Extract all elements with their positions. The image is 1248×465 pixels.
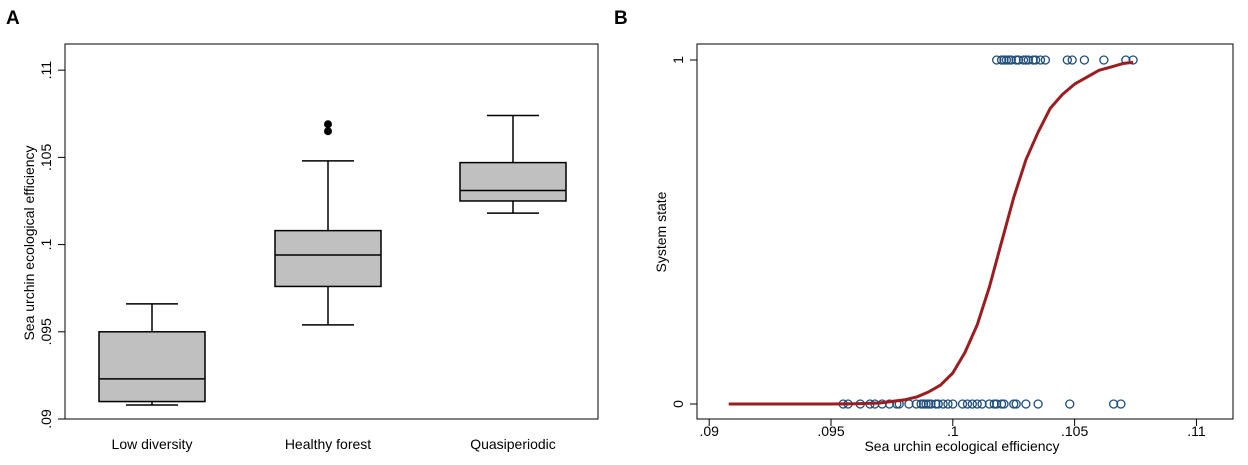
panel-b-point-state-0 (921, 399, 931, 409)
panel-b-point-state-0 (943, 399, 953, 409)
panel-a-y-axis-title: Sea urchin ecological efficiency (21, 145, 37, 340)
panel-b-y-ticks: 01 (670, 56, 697, 408)
panel-a-boxplot: Sea urchin ecological efficiency .09 .095… (21, 43, 599, 452)
panel-b-point-state-1 (1099, 55, 1109, 65)
panel-b-point-state-0 (1021, 399, 1031, 409)
panel-b-point-state-1 (999, 55, 1009, 65)
panel-b-point-state-0 (911, 399, 921, 409)
panel-b-y-tick-label: 0 (670, 400, 686, 408)
panel-b-point-state-0 (926, 399, 936, 409)
panel-b-logistic-fit: System state Sea urchin ecological effic… (653, 43, 1234, 454)
panel-b-point-state-0 (1011, 399, 1021, 409)
panel-b-point-state-1 (1028, 55, 1038, 65)
panel-b-point-state-0 (999, 399, 1009, 409)
panel-b-point-state-0 (977, 399, 987, 409)
panel-b-point-state-1 (1001, 55, 1012, 65)
panel-b-point-state-0 (923, 399, 934, 409)
panel-b-label: B (614, 8, 628, 29)
panel-a-label: A (6, 8, 20, 29)
panel-b-point-state-0 (918, 399, 929, 409)
panel-b-point-state-1 (1023, 55, 1033, 65)
panel-a-box-body (274, 229, 382, 288)
panel-a-box-body (98, 331, 206, 403)
panel-a-x-tick-label: Low diversity (112, 436, 193, 452)
panel-b-point-state-0 (962, 399, 973, 409)
panel-b-point-state-0 (884, 399, 895, 409)
panel-a-x-tick-label: Quasiperiodic (470, 436, 556, 452)
panel-b-point-state-0 (996, 399, 1007, 409)
panel-a-y-tick-label: .09 (38, 409, 54, 429)
panel-b-point-state-1 (1035, 55, 1046, 65)
panel-b-x-tick-label: .11 (1187, 423, 1206, 439)
panel-b-point-state-1 (1067, 55, 1077, 65)
panel-b-point-state-0 (992, 399, 1002, 409)
panel-b-point-state-0 (1009, 399, 1019, 409)
panel-b-point-state-0 (1065, 399, 1075, 409)
panel-a-y-tick-label: .1 (38, 239, 54, 251)
panel-b-x-axis-title: Sea urchin ecological efficiency (864, 438, 1059, 454)
panel-b-point-state-0 (984, 399, 995, 409)
panel-b-point-state-0 (957, 399, 968, 409)
panel-b-point-state-0 (967, 399, 977, 409)
panel-b-plot-frame (696, 43, 1234, 420)
panel-b-x-ticks: .09 .095 .1 .105 .11 (699, 419, 1206, 439)
panel-b-point-state-1 (1040, 55, 1051, 65)
panel-b-x-tick-label: .1 (947, 423, 959, 439)
panel-b-point-state-1 (1079, 55, 1090, 65)
panel-b-point-state-0 (931, 399, 941, 409)
panel-b-point-state-0 (1108, 399, 1119, 409)
panel-b-point-state-0 (989, 399, 999, 409)
panel-b-point-state-1 (992, 55, 1002, 65)
panel-a-outlier (324, 120, 332, 129)
panel-b-point-state-0 (1033, 399, 1043, 409)
panel-b-point-state-1 (1031, 55, 1041, 65)
panel-a-box-body (459, 161, 567, 202)
panel-b-point-state-1 (996, 55, 1007, 65)
panel-a-x-ticks: Low diversity Healthy forest Quasiperiodic (112, 436, 556, 452)
panel-a-box (274, 120, 382, 326)
panel-b-y-tick-label: 1 (670, 56, 686, 64)
panel-b-point-state-0 (972, 399, 982, 409)
panel-b-point-state-0 (948, 399, 958, 409)
panel-b-y-axis-title: System state (653, 191, 669, 272)
panel-b-x-tick-label: .09 (699, 423, 719, 439)
panel-b-point-state-1 (1128, 55, 1138, 65)
panel-b-point-state-1 (1004, 55, 1014, 65)
panel-a-y-tick-label: .095 (38, 318, 54, 345)
panel-b-x-tick-label: .105 (1061, 423, 1088, 439)
panel-b-point-state-1 (1006, 55, 1016, 65)
panel-b-point-state-0 (933, 399, 943, 409)
panel-b-point-state-1 (1021, 55, 1031, 65)
panel-a-outlier (324, 127, 332, 136)
panel-a-box (459, 114, 567, 214)
panel-b-fit-curve (728, 60, 1134, 406)
panel-a-y-ticks: .09 .095 .1 .105 .11 (38, 61, 65, 429)
panel-b-point-state-0 (938, 399, 948, 409)
panel-a-y-tick-label: .11 (38, 61, 54, 80)
panel-b-point-state-0 (916, 399, 926, 409)
panel-b-point-state-1 (1013, 55, 1024, 65)
panel-b-point-state-1 (1062, 55, 1072, 65)
panel-a-box (98, 303, 206, 406)
panel-b-point-state-1 (1018, 55, 1029, 65)
panel-b-x-tick-label: .095 (817, 423, 844, 439)
panel-b-point-state-1 (1011, 55, 1021, 65)
panel-a-x-tick-label: Healthy forest (285, 436, 371, 452)
panel-b-point-state-0 (1116, 399, 1126, 409)
panel-a-y-tick-label: .105 (38, 144, 54, 171)
panel-a-boxes (98, 114, 567, 406)
